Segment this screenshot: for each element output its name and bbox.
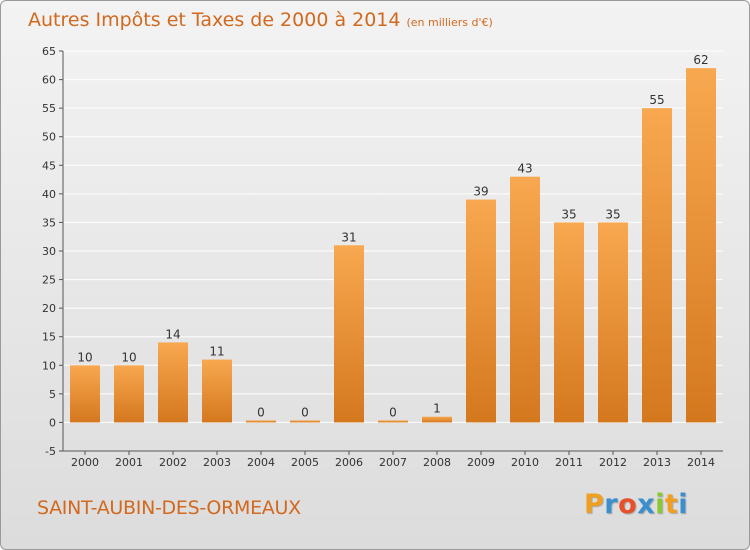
y-tick-label: 5 (49, 388, 56, 401)
data-label-2014: 62 (693, 53, 708, 67)
y-tick-label: 65 (42, 45, 56, 58)
logo-letter: i (655, 489, 665, 520)
data-label-2008: 1 (433, 402, 441, 416)
x-tick-label-2004: 2004 (247, 456, 275, 469)
bar-2008 (422, 416, 452, 423)
bar-2001 (114, 365, 144, 423)
x-tick-label-2007: 2007 (379, 456, 407, 469)
data-label-2013: 55 (649, 93, 664, 107)
x-tick-label-2013: 2013 (643, 456, 671, 469)
y-tick-label: 60 (42, 74, 56, 87)
y-tick-label: -5 (45, 445, 56, 458)
y-tick-label: 40 (42, 188, 56, 201)
bar-2011 (554, 222, 584, 423)
x-tick-label-2008: 2008 (423, 456, 451, 469)
proxiti-logo: Proxiti (584, 489, 688, 520)
data-label-2011: 35 (561, 207, 576, 221)
bar-2000 (70, 365, 100, 423)
chart-title: Autres Impôts et Taxes de 2000 à 2014 (28, 9, 401, 31)
bar-2013 (642, 108, 672, 423)
y-tick-label: 10 (42, 359, 56, 372)
bar-2005 (290, 420, 320, 423)
bar-2004 (246, 420, 276, 423)
y-tick-label: 15 (42, 331, 56, 344)
y-tick-label: 55 (42, 102, 56, 115)
y-tick-label: 35 (42, 216, 56, 229)
logo-letter: r (604, 489, 619, 520)
bar-2003 (202, 359, 232, 423)
title-row: Autres Impôts et Taxes de 2000 à 2014 (en… (28, 9, 493, 31)
x-tick-label-2009: 2009 (467, 456, 495, 469)
chart-subtitle: (en milliers d'€) (406, 16, 493, 29)
x-tick-label-2001: 2001 (115, 456, 143, 469)
data-label-2009: 39 (473, 185, 488, 199)
bar-2014 (686, 68, 716, 423)
bar-2009 (466, 199, 496, 423)
y-tick-label: 25 (42, 274, 56, 287)
bar-2010 (510, 176, 540, 423)
data-label-2003: 11 (209, 345, 224, 359)
x-tick-label-2006: 2006 (335, 456, 363, 469)
logo-letter: t (664, 489, 679, 520)
commune-name: SAINT-AUBIN-DES-ORMEAUX (37, 497, 301, 519)
axes (59, 50, 723, 455)
labels: -505101520253035404550556065102000102001… (42, 45, 715, 469)
data-label-2004: 0 (257, 405, 265, 419)
bar-2006 (334, 245, 364, 423)
x-tick-label-2003: 2003 (203, 456, 231, 469)
data-label-2005: 0 (301, 405, 309, 419)
x-tick-label-2012: 2012 (599, 456, 627, 469)
data-label-2010: 43 (517, 162, 532, 176)
y-tick-label: 45 (42, 159, 56, 172)
logo-letter: x (637, 489, 656, 520)
x-tick-label-2014: 2014 (687, 456, 715, 469)
data-label-2012: 35 (605, 207, 620, 221)
x-tick-label-2010: 2010 (511, 456, 539, 469)
bar-2002 (158, 342, 188, 423)
x-tick-label-2005: 2005 (291, 456, 319, 469)
bar-2007 (378, 420, 408, 423)
bar-2012 (598, 222, 628, 423)
y-tick-label: 0 (49, 416, 56, 429)
data-label-2006: 31 (341, 230, 356, 244)
logo-letter: i (678, 489, 689, 520)
y-tick-label: 50 (42, 131, 56, 144)
y-tick-label: 20 (42, 302, 56, 315)
x-tick-label-2002: 2002 (159, 456, 187, 469)
data-label-2007: 0 (389, 405, 397, 419)
x-tick-label-2011: 2011 (555, 456, 583, 469)
logo-letter: P (584, 489, 605, 520)
logo-letter: o (618, 489, 638, 520)
bars (70, 68, 716, 423)
data-label-2002: 14 (165, 327, 180, 341)
y-tick-label: 30 (42, 245, 56, 258)
x-tick-label-2000: 2000 (71, 456, 99, 469)
data-label-2001: 10 (121, 350, 136, 364)
data-label-2000: 10 (77, 350, 92, 364)
